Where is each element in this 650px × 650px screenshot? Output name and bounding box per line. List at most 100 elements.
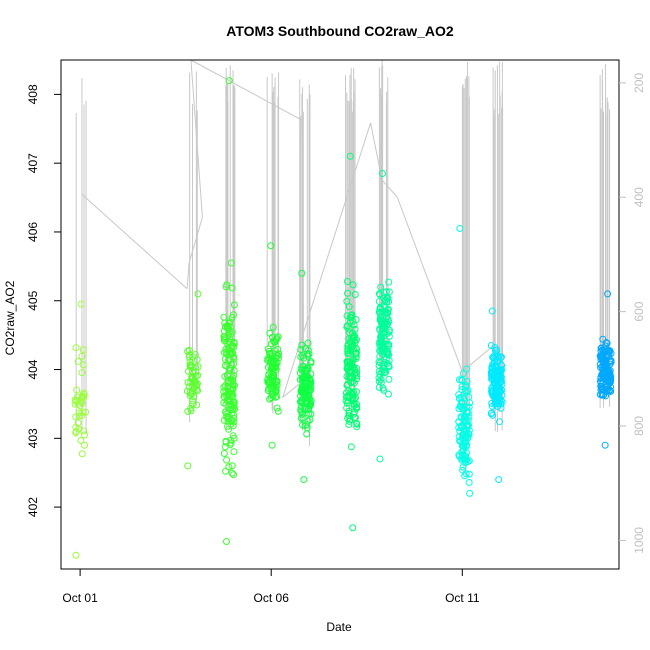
data-point <box>498 386 506 394</box>
data-point <box>299 362 307 370</box>
data-point <box>271 338 279 346</box>
data-point <box>458 404 466 412</box>
data-point <box>377 379 385 387</box>
data-point <box>77 436 85 444</box>
data-point <box>269 392 277 400</box>
data-point <box>229 376 237 384</box>
data-point <box>188 373 196 381</box>
data-point <box>81 441 89 449</box>
data-point <box>298 269 306 277</box>
data-point <box>227 259 235 267</box>
data-point <box>379 345 387 353</box>
data-point <box>228 462 236 470</box>
data-point <box>345 325 353 333</box>
data-point <box>184 407 192 415</box>
data-point <box>352 353 360 361</box>
data-point <box>273 334 281 342</box>
data-point <box>224 372 232 380</box>
data-point <box>230 353 238 361</box>
data-point <box>458 424 466 432</box>
data-point <box>303 424 311 432</box>
data-point <box>304 406 312 414</box>
data-point <box>305 409 313 417</box>
data-point <box>382 308 390 316</box>
data-point <box>597 344 605 352</box>
data-point <box>193 356 201 364</box>
data-point <box>220 388 228 396</box>
data-point <box>385 375 393 383</box>
data-point <box>269 323 277 331</box>
data-point <box>184 462 192 470</box>
data-point <box>186 358 194 366</box>
data-point <box>303 421 311 429</box>
data-point <box>228 342 236 350</box>
data-point <box>376 455 384 463</box>
y2-tick-label: 1000 <box>632 527 646 554</box>
y-tick-label: 407 <box>26 153 40 173</box>
data-point <box>73 386 81 394</box>
data-point <box>229 349 237 357</box>
data-point <box>455 424 463 432</box>
data-point <box>269 376 277 384</box>
y-tick-label: 404 <box>26 359 40 379</box>
data-point <box>230 471 238 479</box>
data-point <box>80 389 88 397</box>
data-point <box>496 372 504 380</box>
data-point <box>298 341 306 349</box>
data-point <box>343 322 351 330</box>
data-point <box>353 375 361 383</box>
data-point <box>227 416 235 424</box>
data-point <box>189 397 197 405</box>
data-point <box>489 372 497 380</box>
data-point <box>75 409 83 417</box>
y-tick-label: 406 <box>26 222 40 242</box>
data-point <box>383 341 391 349</box>
data-point <box>230 338 238 346</box>
data-point <box>494 353 502 361</box>
data-point <box>79 361 87 369</box>
data-point <box>376 347 384 355</box>
y-axis-label: CO2raw_AO2 <box>3 280 17 355</box>
data-point <box>222 400 230 408</box>
data-point <box>228 314 236 322</box>
y2-axis: 200 400 600 800 1000 <box>619 73 646 554</box>
data-point <box>343 312 351 320</box>
data-point <box>221 372 229 380</box>
data-point <box>71 400 79 408</box>
secondary-series-line <box>381 179 398 198</box>
data-point <box>377 304 385 312</box>
data-point <box>222 437 230 445</box>
data-point <box>297 346 305 354</box>
data-point <box>224 324 232 332</box>
data-point <box>466 489 474 497</box>
data-point <box>185 346 193 354</box>
data-point <box>385 351 393 359</box>
data-point <box>229 432 237 440</box>
data-point <box>223 281 231 289</box>
y-tick-label: 408 <box>26 84 40 104</box>
data-point <box>273 352 281 360</box>
secondary-series-line <box>396 197 463 372</box>
data-point <box>497 353 505 361</box>
secondary-series-line <box>186 262 190 289</box>
secondary-series-line <box>282 122 372 398</box>
data-point <box>230 301 238 309</box>
data-point <box>465 426 473 434</box>
data-point <box>298 410 306 418</box>
data-point <box>302 345 310 353</box>
data-point <box>266 350 274 358</box>
data-point <box>384 390 392 398</box>
data-point <box>272 363 280 371</box>
data-point <box>380 366 388 374</box>
x-axis: Oct 01 Oct 06 Oct 11 <box>62 568 480 605</box>
data-point <box>222 467 230 475</box>
data-point <box>381 303 389 311</box>
y2-tick-label: 200 <box>632 73 646 93</box>
y-tick-label: 402 <box>26 497 40 517</box>
data-point <box>458 383 466 391</box>
data-point <box>80 427 88 435</box>
data-point <box>347 379 355 387</box>
x-axis-label: Date <box>326 620 352 634</box>
data-point <box>462 470 470 478</box>
data-point <box>225 356 233 364</box>
